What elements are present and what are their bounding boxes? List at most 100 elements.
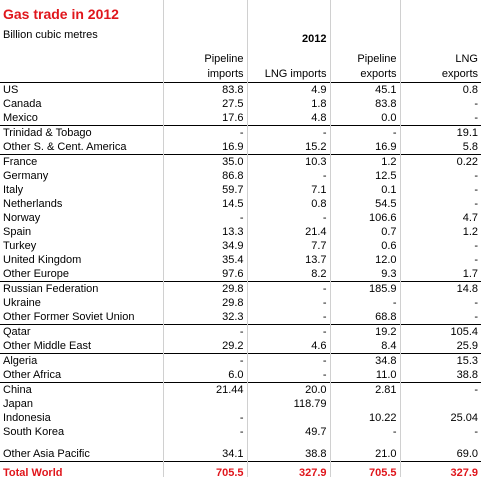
cell: 21.44 [162, 382, 247, 397]
cell: 25.04 [399, 411, 481, 425]
table-row: China 21.44 20.0 2.81- [0, 382, 481, 397]
cell: 327.9 [399, 461, 481, 477]
row-label: Ukraine [3, 297, 41, 309]
cell [162, 397, 247, 411]
cell: 14.8 [399, 281, 481, 296]
row-label: China [0, 382, 163, 397]
cell: 32.3 [162, 310, 247, 325]
cell: 29.8 [162, 281, 247, 296]
cell: 5.8 [399, 140, 481, 155]
cell: 27.5 [162, 97, 247, 111]
table-row: Spain 13.3 21.4 0.7 1.2 [0, 225, 481, 239]
table-row: US 83.8 4.9 45.1 0.8 [0, 82, 481, 97]
column-header: LNG imports [246, 46, 330, 83]
cell: 4.8 [246, 111, 330, 126]
table-row: Qatar - -19.2 105.4 [0, 324, 481, 339]
cell: 0.7 [329, 225, 400, 239]
title: Gas trade in 2012 [3, 6, 119, 22]
cell: 34.9 [162, 239, 247, 253]
cell: 12.0 [329, 253, 400, 267]
cell: 0.1 [329, 183, 400, 197]
table-row: Total World 705.5 327.9 705.5 327.9 [0, 461, 481, 477]
cell: - [246, 169, 330, 183]
cell [329, 397, 400, 411]
row-label: Spain [3, 226, 32, 238]
cell: 10.22 [329, 411, 400, 425]
table-row: Other S. & Cent. America 16.9 15.2 16.9 5.8 [0, 140, 481, 155]
cell: - [246, 296, 330, 310]
unit-row: Billion cubic metres 2012 [0, 28, 481, 46]
cell: 9.3 [329, 267, 400, 282]
cell: 0.6 [329, 239, 400, 253]
cell: 59.7 [162, 183, 247, 197]
cell: - [162, 125, 247, 140]
table-row: Mexico 17.6 4.8 0.0- [0, 111, 481, 126]
cell: - [246, 125, 330, 140]
row-label: Other Middle East [3, 340, 92, 352]
cell: 10.3 [246, 154, 330, 169]
row-label: Algeria [0, 353, 163, 368]
table-row: Indonesia - 10.22 25.04 [0, 411, 481, 425]
row-label: Other Former Soviet Union [3, 311, 135, 323]
cell: 69.0 [399, 439, 481, 462]
cell: - [399, 97, 481, 111]
table-row: Norway - -106.6 4.7 [0, 211, 481, 225]
cell: 21.0 [329, 439, 400, 462]
cell: 4.6 [246, 339, 330, 354]
column-header-row: Pipeline imports LNG imports Pipeline ex… [0, 46, 481, 83]
cell: - [162, 411, 247, 425]
cell: - [399, 382, 481, 397]
column-header: Pipeline exports [329, 46, 400, 83]
cell: 14.5 [162, 197, 247, 211]
cell: - [329, 125, 400, 140]
cell: 13.3 [162, 225, 247, 239]
cell: - [399, 197, 481, 211]
cell: - [399, 183, 481, 197]
cell: 1.2 [329, 154, 400, 169]
cell: 16.9 [162, 140, 247, 155]
cell [399, 397, 481, 411]
cell: - [329, 296, 400, 310]
cell: - [399, 253, 481, 267]
row-label: Italy [3, 184, 24, 196]
cell: 11.0 [329, 368, 400, 383]
cell: 1.7 [399, 267, 481, 282]
cell: 86.8 [162, 169, 247, 183]
cell: 15.3 [399, 353, 481, 368]
cell: 6.0 [162, 368, 247, 383]
cell: - [162, 324, 247, 339]
cell: 35.4 [162, 253, 247, 267]
row-label: United Kingdom [3, 254, 82, 266]
cell: - [329, 425, 400, 439]
cell: - [246, 211, 330, 225]
cell: 1.8 [246, 97, 330, 111]
table-row: Other Asia Pacific 34.1 38.8 21.0 69.0 [0, 439, 481, 462]
cell: 17.6 [162, 111, 247, 126]
cell: 83.8 [329, 97, 400, 111]
cell: 49.7 [246, 425, 330, 439]
cell: 83.8 [162, 82, 247, 97]
row-label: Other Europe [3, 268, 70, 280]
cell: 25.9 [399, 339, 481, 354]
row-label: Norway [3, 212, 41, 224]
cell: 16.9 [329, 140, 400, 155]
cell: 15.2 [246, 140, 330, 155]
cell: 45.1 [329, 82, 400, 97]
cell: - [399, 310, 481, 325]
table-row: South Korea -49.7- - [0, 425, 481, 439]
cell: - [399, 111, 481, 126]
table-row: Ukraine 29.8- - - [0, 296, 481, 310]
cell: - [246, 310, 330, 325]
cell: - [399, 169, 481, 183]
table-row: Japan 118.79 [0, 397, 481, 411]
cell: 19.2 [329, 324, 400, 339]
cell: 4.9 [246, 82, 330, 97]
cell: 13.7 [246, 253, 330, 267]
cell: 705.5 [162, 461, 247, 477]
table-row: Trinidad & Tobago - - -19.1 [0, 125, 481, 140]
title-row: Gas trade in 2012 [0, 0, 481, 28]
table-row: Other Former Soviet Union 32.3-68.8- [0, 310, 481, 325]
cell: - [246, 281, 330, 296]
cell: 4.7 [399, 211, 481, 225]
row-label: France [0, 154, 163, 169]
